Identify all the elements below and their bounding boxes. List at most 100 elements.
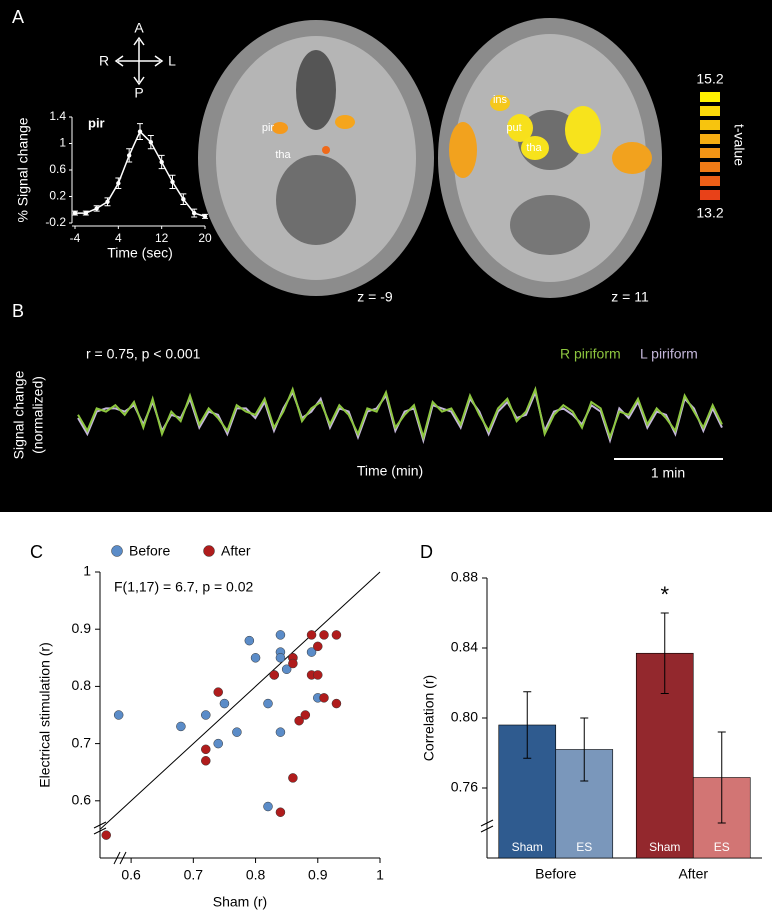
x-tick-label: 4	[115, 231, 122, 245]
colorbar-min: 13.2	[696, 205, 723, 221]
legend-marker	[111, 545, 123, 557]
x-tick-label: 0.9	[308, 867, 328, 883]
orientation-label: P	[134, 85, 143, 101]
colorbar-label: t-value	[731, 124, 747, 166]
chart-title: pir	[88, 115, 105, 130]
point	[313, 641, 323, 652]
brain-left	[198, 20, 434, 296]
orientation-arrows	[114, 36, 164, 86]
signal-trace	[77, 385, 723, 441]
x-tick-label: 0.6	[121, 867, 141, 883]
point	[219, 698, 230, 709]
point	[105, 199, 110, 204]
y-tick-label: 1.4	[49, 109, 66, 123]
point	[244, 635, 255, 646]
y-tick-label: 0.2	[49, 189, 66, 203]
y-axis-label: Electrical stimulation (r)	[37, 642, 53, 787]
region-label: put	[506, 122, 521, 134]
y-axis-label: Correlation (r)	[421, 675, 437, 761]
point	[275, 807, 286, 817]
y-tick-label: 0.7	[72, 734, 92, 750]
point	[201, 756, 211, 766]
x-tick-label: 20	[198, 231, 212, 245]
axis-break	[93, 821, 127, 865]
y-tick-label: 0.88	[451, 569, 478, 585]
slice-label: z = -9	[357, 289, 393, 305]
error-bar	[580, 717, 589, 782]
panel-letter: D	[420, 542, 433, 562]
point	[281, 664, 292, 674]
y-tick-label: 0.80	[451, 709, 478, 725]
region-label: tha	[275, 149, 291, 161]
point	[319, 630, 329, 640]
point	[148, 139, 154, 145]
y-tick-label: 0.84	[451, 639, 478, 655]
point	[250, 653, 261, 663]
point	[116, 181, 121, 186]
point	[313, 670, 323, 680]
point	[213, 687, 223, 697]
y-axis-label: (normalized)	[30, 376, 46, 454]
legend-entry: Before	[129, 543, 170, 559]
panel-letter: B	[12, 301, 24, 321]
y-tick-label: 1	[59, 136, 66, 150]
brain-right	[438, 18, 662, 298]
point	[126, 153, 132, 158]
y-tick-label: 0.76	[451, 779, 478, 795]
region-label: ins	[493, 94, 508, 106]
point	[275, 727, 286, 737]
point	[113, 710, 124, 720]
x-tick-label: After	[678, 866, 708, 882]
x-tick-label: 12	[155, 231, 169, 245]
slice-label: z = 11	[611, 289, 649, 305]
annotation: r = 0.75, p < 0.001	[86, 346, 201, 362]
point	[331, 698, 342, 709]
point	[232, 727, 242, 737]
y-tick-label: 1	[83, 563, 91, 579]
error-bar	[660, 612, 669, 694]
point	[331, 630, 342, 640]
significance-marker: *	[660, 582, 669, 607]
x-tick-label: Before	[535, 866, 576, 882]
orientation-label: A	[134, 20, 144, 36]
point	[191, 210, 197, 216]
point	[176, 721, 186, 732]
point	[275, 630, 286, 640]
y-tick-label: -0.2	[45, 215, 66, 229]
point	[94, 206, 99, 211]
point	[269, 670, 279, 680]
x-axis-label: Time (sec)	[107, 245, 173, 261]
y-axis-label: Signal change	[11, 370, 27, 459]
point	[319, 693, 329, 703]
bar-label: ES	[576, 840, 592, 854]
bar-label: Sham	[649, 840, 680, 854]
point	[101, 830, 111, 840]
legend-entry: R piriform	[560, 346, 621, 362]
point	[306, 630, 317, 640]
point	[137, 129, 143, 134]
colorbar-max: 15.2	[696, 71, 723, 87]
y-tick-label: 0.6	[49, 162, 66, 176]
x-tick-label: 0.7	[184, 867, 204, 883]
point	[72, 210, 78, 216]
axis-break	[480, 819, 494, 833]
identity-line	[99, 571, 381, 830]
point	[300, 710, 311, 720]
legend-marker	[203, 545, 215, 557]
y-axis-label: % Signal change	[15, 117, 31, 222]
x-tick-label: 0.8	[246, 867, 266, 883]
error-bar	[523, 691, 532, 759]
legend-entry: L piriform	[640, 346, 698, 362]
orientation-label: L	[168, 53, 176, 69]
x-axis-label: Sham (r)	[213, 894, 267, 910]
point	[83, 210, 89, 216]
orientation-label: R	[99, 53, 109, 69]
point	[159, 159, 164, 165]
scale-bar-label: 1 min	[651, 465, 685, 481]
bar-label: ES	[714, 840, 730, 854]
error-bar	[717, 731, 726, 824]
point	[288, 658, 298, 669]
point	[181, 196, 186, 202]
